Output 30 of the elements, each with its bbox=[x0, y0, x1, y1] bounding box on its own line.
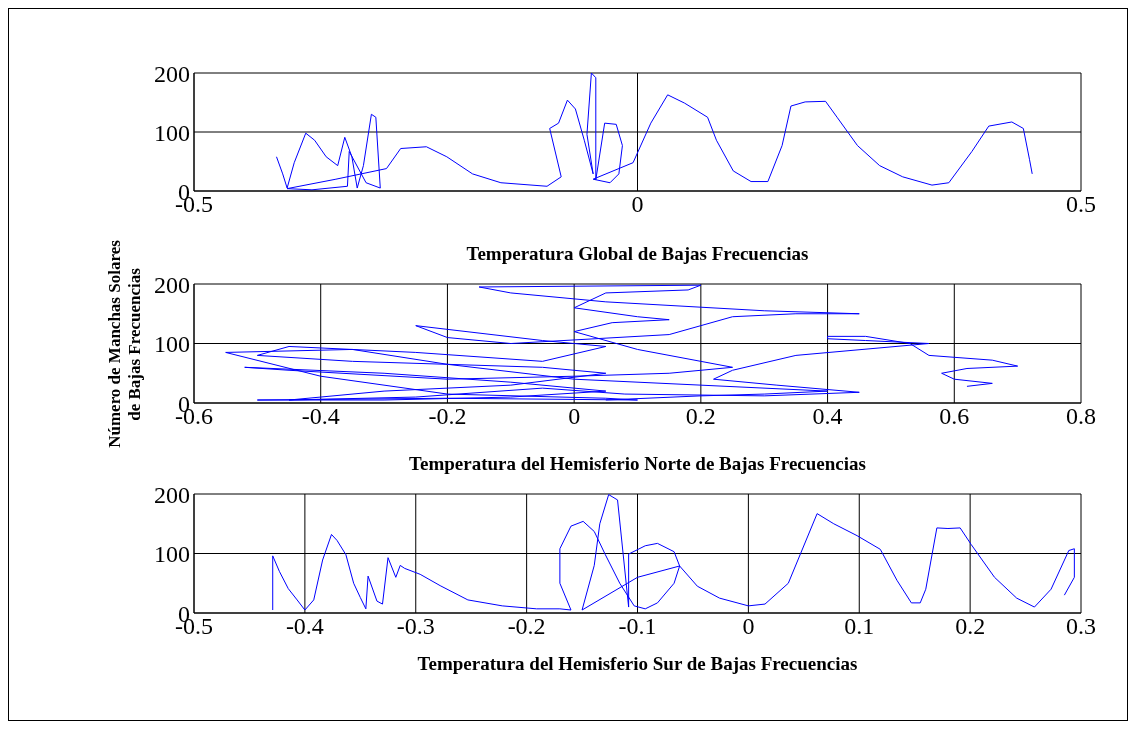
x-tick-label: 0.2 bbox=[955, 613, 986, 640]
y-tick-label: 200 bbox=[154, 481, 190, 508]
x-tick-label: -0.2 bbox=[507, 613, 546, 640]
y-tick-label: 100 bbox=[154, 541, 190, 568]
x-tick-label: 0.4 bbox=[812, 403, 843, 430]
x-tick-label: -0.1 bbox=[618, 613, 657, 640]
y-tick-label: 200 bbox=[154, 60, 190, 87]
x-tick-label: -0.4 bbox=[301, 403, 340, 430]
x-axis-title: Temperatura del Hemisferio Norte de Bajas Frecuencias bbox=[409, 453, 866, 474]
y-tick-label: 200 bbox=[154, 271, 190, 298]
x-tick-label: 0.6 bbox=[939, 403, 970, 430]
x-tick-label: 0.8 bbox=[1066, 403, 1096, 430]
x-tick-label: 0.2 bbox=[685, 403, 716, 430]
x-tick-label: 0.3 bbox=[1066, 613, 1096, 640]
x-tick-label: -0.3 bbox=[396, 613, 435, 640]
x-tick-label: 0 bbox=[631, 191, 644, 218]
x-tick-label: 0.1 bbox=[844, 613, 875, 640]
x-tick-label: -0.2 bbox=[428, 403, 467, 430]
line-series bbox=[275, 73, 1033, 191]
x-tick-label: 0 bbox=[568, 403, 581, 430]
y-axis-title: Número de Manchas Solares de Bajas Frecuencias bbox=[105, 239, 145, 448]
x-tick-label: 0.5 bbox=[1066, 191, 1096, 218]
x-tick-label: -0.4 bbox=[285, 613, 324, 640]
y-tick-label: 100 bbox=[154, 119, 190, 146]
y-tick-label: 100 bbox=[154, 331, 190, 358]
x-axis-title: Temperatura del Hemisferio Sur de Bajas Frecuencias bbox=[417, 653, 858, 674]
line-series bbox=[272, 494, 1075, 611]
x-axis-title: Temperatura Global de Bajas Frecuencias bbox=[466, 243, 809, 264]
x-tick-label: 0 bbox=[742, 613, 755, 640]
line-series bbox=[225, 284, 1019, 401]
